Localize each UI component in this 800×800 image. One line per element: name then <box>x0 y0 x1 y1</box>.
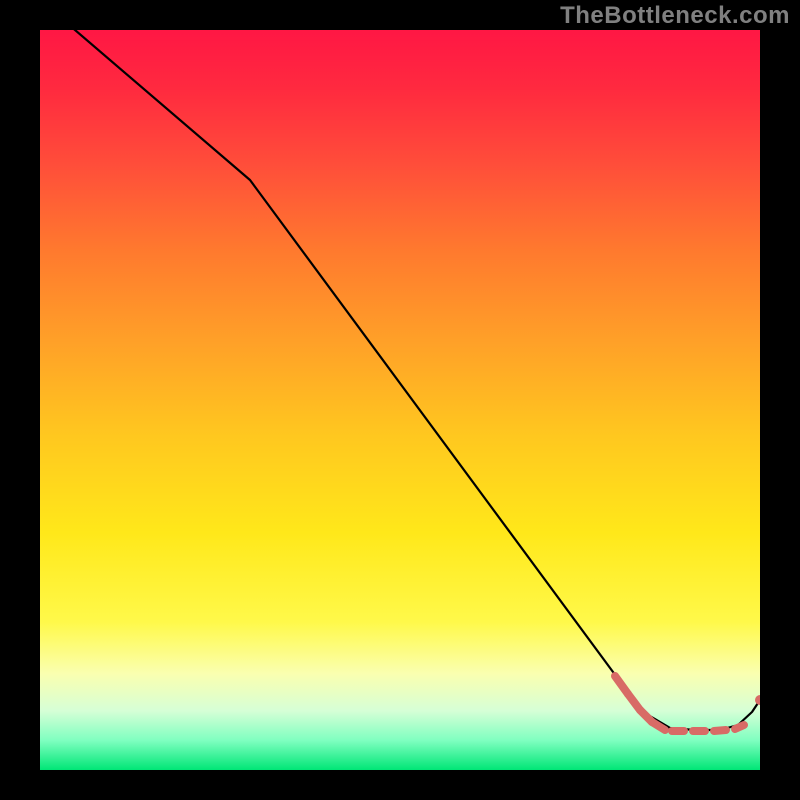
gradient-background <box>40 30 760 770</box>
watermark-text: TheBottleneck.com <box>560 2 790 30</box>
chart-stage: TheBottleneck.com <box>0 0 800 800</box>
bottleneck-chart <box>0 0 800 800</box>
